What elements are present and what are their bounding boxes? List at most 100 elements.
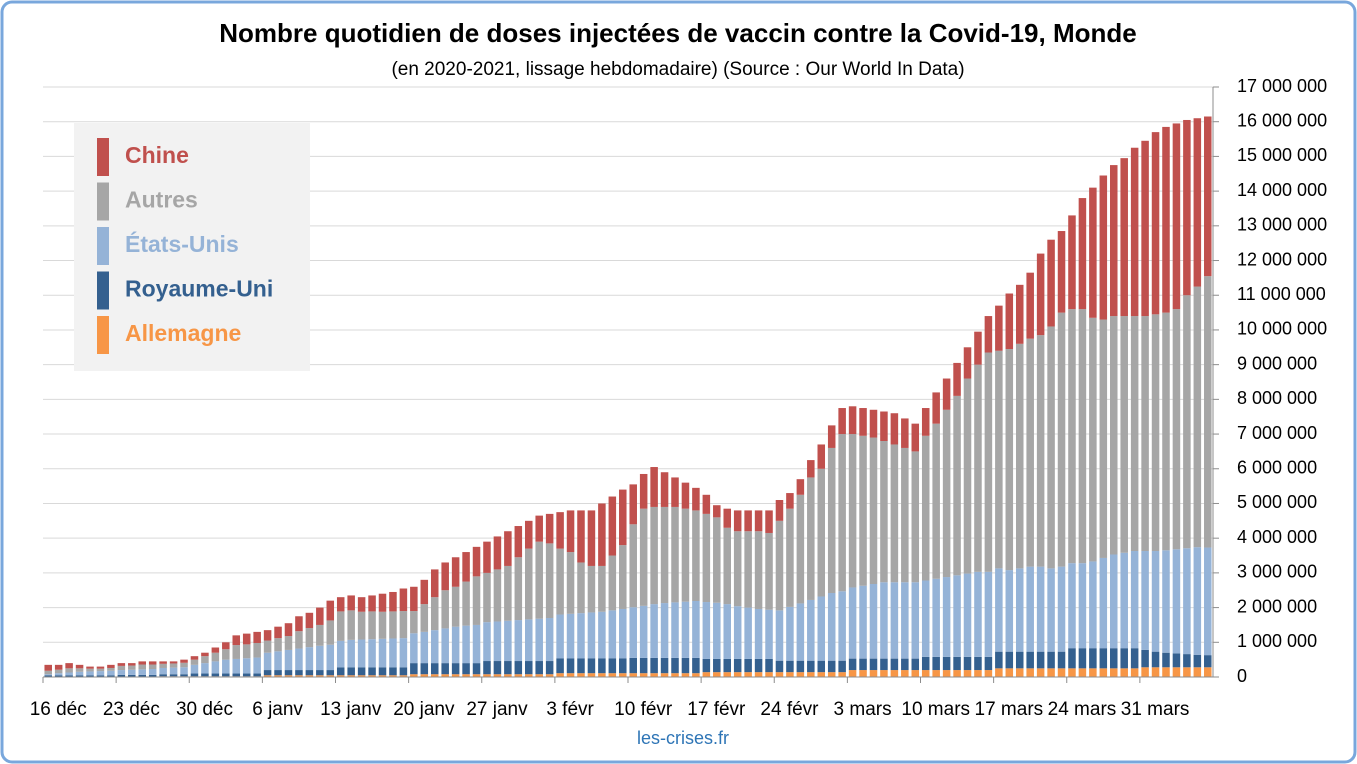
bar-segment xyxy=(608,658,617,674)
bar-segment xyxy=(890,670,899,677)
bar-segment xyxy=(284,649,293,671)
bar-segment xyxy=(148,669,157,675)
bar-segment xyxy=(483,622,491,662)
bar-segment xyxy=(504,565,512,621)
bar-segment xyxy=(75,671,84,676)
bar-segment xyxy=(368,667,376,676)
bar-segment xyxy=(347,595,355,611)
bar-segment xyxy=(1172,123,1181,310)
bar-segment xyxy=(138,669,147,675)
bar-segment xyxy=(504,661,512,675)
bar-segment xyxy=(1089,668,1097,677)
bar-segment xyxy=(827,447,836,594)
bar-segment xyxy=(389,591,397,612)
bar-segment xyxy=(1089,561,1097,649)
bar-segment xyxy=(75,675,84,677)
bar-segment xyxy=(911,423,920,452)
bar-segment xyxy=(462,674,470,677)
bar-segment xyxy=(295,648,303,671)
bar-segment xyxy=(650,604,658,658)
bar-segment xyxy=(786,672,794,677)
bar-segment xyxy=(1130,648,1139,669)
bar-segment xyxy=(1015,284,1024,344)
bar-segment xyxy=(472,624,481,664)
bar-segment xyxy=(1130,551,1139,649)
bar-segment xyxy=(190,659,199,665)
bar-segment xyxy=(765,609,773,659)
bar-segment xyxy=(786,508,794,607)
x-tick-label: 16 déc xyxy=(30,699,87,720)
bar-segment xyxy=(629,524,637,608)
bar-segment xyxy=(107,664,115,668)
bar-segment xyxy=(963,573,972,657)
bar-segment xyxy=(242,633,251,645)
bar-segment xyxy=(483,541,491,573)
bar-segment xyxy=(96,675,105,677)
bar-segment xyxy=(1057,668,1066,677)
bar-segment xyxy=(389,638,397,668)
bar-segment xyxy=(1015,343,1024,569)
bar-segment xyxy=(650,673,658,677)
bar-segment xyxy=(378,667,387,676)
bar-segment xyxy=(96,666,105,669)
bar-segment xyxy=(326,620,335,645)
bar-segment xyxy=(222,642,230,650)
bar-segment xyxy=(681,508,690,602)
bar-segment xyxy=(180,667,188,675)
bar-segment xyxy=(639,605,648,658)
bar-segment xyxy=(1141,551,1149,650)
bar-segment xyxy=(368,639,376,668)
bar-segment xyxy=(1109,668,1118,677)
bar-segment xyxy=(451,586,460,627)
bar-segment xyxy=(556,658,564,674)
bar-segment xyxy=(1120,552,1128,649)
y-tick-label: 2 000 000 xyxy=(1237,596,1317,616)
bar-segment xyxy=(901,447,909,583)
bar-segment xyxy=(869,583,878,659)
bar-segment xyxy=(96,671,105,676)
bar-segment xyxy=(838,408,846,435)
bar-segment xyxy=(733,510,742,532)
legend-label: Chine xyxy=(125,142,189,168)
bar-segment xyxy=(1109,554,1118,649)
bar-segment xyxy=(713,505,721,518)
bar-segment xyxy=(733,531,742,607)
bar-segment xyxy=(953,575,961,657)
bar-segment xyxy=(148,661,157,665)
y-tick-label: 3 000 000 xyxy=(1237,562,1317,582)
bar-segment xyxy=(357,611,366,640)
bar-segment xyxy=(713,658,721,673)
x-tick-label: 23 déc xyxy=(103,699,160,720)
bar-segment xyxy=(817,596,826,661)
bar-segment xyxy=(462,581,470,626)
legend-label: États-Unis xyxy=(125,230,239,257)
bar-segment xyxy=(1183,667,1191,677)
bar-segment xyxy=(650,467,658,507)
bar-segment xyxy=(869,658,878,671)
bar-segment xyxy=(566,552,575,614)
bar-segment xyxy=(242,673,251,677)
bar-segment xyxy=(451,674,460,677)
bar-segment xyxy=(65,663,73,669)
bar-segment xyxy=(347,639,355,668)
bar-segment xyxy=(274,670,282,676)
bar-segment xyxy=(639,508,648,606)
bar-segment xyxy=(1026,338,1034,567)
bar-segment xyxy=(514,557,523,621)
bar-segment xyxy=(430,663,439,675)
bar-segment xyxy=(410,586,418,612)
bar-segment xyxy=(911,451,920,583)
x-tick-label: 24 mars xyxy=(1048,699,1117,720)
bar-segment xyxy=(128,674,136,677)
bar-segment xyxy=(671,673,679,677)
bar-segment xyxy=(295,675,303,677)
bar-segment xyxy=(201,673,209,677)
bar-segment xyxy=(1151,314,1160,552)
bar-segment xyxy=(963,670,972,677)
bar-segment xyxy=(796,660,805,673)
bar-segment xyxy=(201,656,209,664)
bar-segment xyxy=(702,602,711,659)
bar-segment xyxy=(357,639,366,668)
bar-segment xyxy=(619,545,627,609)
bar-segment xyxy=(775,672,784,677)
